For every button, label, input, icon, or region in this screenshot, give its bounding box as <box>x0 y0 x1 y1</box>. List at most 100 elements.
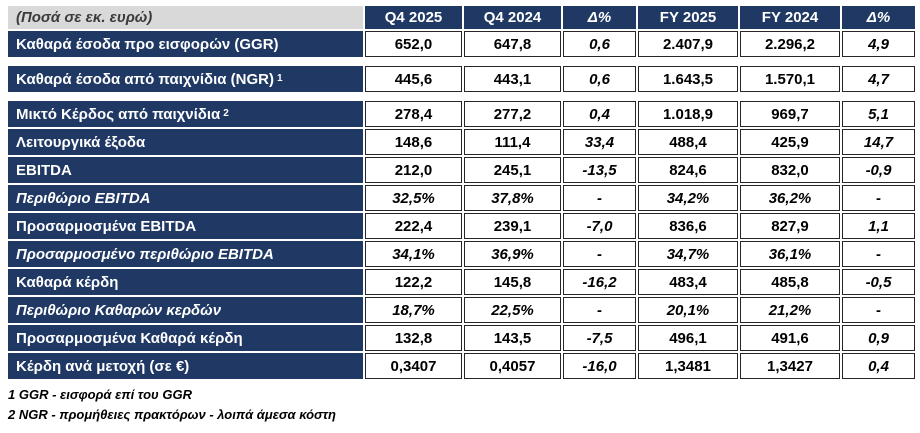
table-row: Καθαρά έσοδα προ εισφορών (GGR) 652,0 647,… <box>8 31 915 57</box>
row-label: Καθαρά κέρδη <box>8 269 363 295</box>
value-cell: 20,1% <box>638 297 738 323</box>
value-cell: 33,4 <box>563 129 636 155</box>
row-label: EBITDA <box>8 157 363 183</box>
value-cell: 2.407,9 <box>638 31 738 57</box>
value-cell: 277,2 <box>464 101 561 127</box>
value-cell: 1.570,1 <box>740 66 840 92</box>
table-row: Περιθώριο EBITDA 32,5% 37,8% -34,2% 36,2% - <box>8 185 915 211</box>
value-cell: 832,0 <box>740 157 840 183</box>
value-cell: - <box>842 241 915 267</box>
value-cell: 36,1% <box>740 241 840 267</box>
value-cell: 239,1 <box>464 213 561 239</box>
value-cell: 32,5% <box>365 185 462 211</box>
column-header-fy-2025: FY 2025 <box>638 6 738 29</box>
table-body: Καθαρά έσοδα προ εισφορών (GGR) 652,0 647,… <box>8 31 915 379</box>
value-cell: -16,0 <box>563 353 636 379</box>
value-cell: -0,5 <box>842 269 915 295</box>
value-cell: 969,7 <box>740 101 840 127</box>
value-cell: 0,4057 <box>464 353 561 379</box>
footnote-ggr: 1 GGR - εισφορά επί του GGR <box>8 387 192 402</box>
table-row: Μικτό Κέρδος από παιχνίδια 2 278,4 277,2 0,4… <box>8 101 915 127</box>
table-row: Περιθώριο Καθαρών κερδών 18,7% 22,5% - 20,1%… <box>8 297 915 323</box>
value-cell: 222,4 <box>365 213 462 239</box>
value-cell: 22,5% <box>464 297 561 323</box>
value-cell: 445,6 <box>365 66 462 92</box>
table-header-row: (Ποσά σε εκ. ευρώ) Q4 2025 Q4 2024 Δ% FY… <box>8 6 915 29</box>
value-cell: 1,1 <box>842 213 915 239</box>
value-cell: 36,9% <box>464 241 561 267</box>
value-cell: 836,6 <box>638 213 738 239</box>
value-cell: 36,2% <box>740 185 840 211</box>
row-label: Κέρδη ανά μετοχή (σε €) <box>8 353 363 379</box>
value-cell: 34,7% <box>638 241 738 267</box>
value-cell: -7,0 <box>563 213 636 239</box>
value-cell: 0,6 <box>563 31 636 57</box>
value-cell: 34,1% <box>365 241 462 267</box>
value-cell: 824,6 <box>638 157 738 183</box>
value-cell: 483,4 <box>638 269 738 295</box>
value-cell: -7,5 <box>563 325 636 351</box>
value-cell: 491,6 <box>740 325 840 351</box>
row-label: Μικτό Κέρδος από παιχνίδια 2 <box>8 101 363 127</box>
value-cell: 18,7% <box>365 297 462 323</box>
value-cell: -16,2 <box>563 269 636 295</box>
value-cell: 0,3407 <box>365 353 462 379</box>
value-cell: - <box>563 241 636 267</box>
value-cell: 0,9 <box>842 325 915 351</box>
value-cell: - <box>563 185 636 211</box>
footnote-ngr: 2 NGR - προμήθειες πρακτόρων - λοιπά άμε… <box>8 407 336 422</box>
value-cell: -0,9 <box>842 157 915 183</box>
value-cell: 827,9 <box>740 213 840 239</box>
value-cell: - <box>842 185 915 211</box>
value-cell: 652,0 <box>365 31 462 57</box>
column-header-delta-fy: Δ% <box>842 6 915 29</box>
row-label: Προσαρμοσμένα Καθαρά κέρδη <box>8 325 363 351</box>
column-header-delta-q4: Δ% <box>563 6 636 29</box>
value-cell: 488,4 <box>638 129 738 155</box>
value-cell: 485,8 <box>740 269 840 295</box>
column-header-q4-2025: Q4 2025 <box>365 6 462 29</box>
value-cell: 4,9 <box>842 31 915 57</box>
value-cell: 37,8% <box>464 185 561 211</box>
value-cell: 1,3481 <box>638 353 738 379</box>
value-cell: 1,3427 <box>740 353 840 379</box>
table-row: Λειτουργικά έξοδα 148,6 111,4 33,4 488,4 425,… <box>8 129 915 155</box>
value-cell: 143,5 <box>464 325 561 351</box>
value-cell: -13,5 <box>563 157 636 183</box>
value-cell: 443,1 <box>464 66 561 92</box>
value-cell: 1.643,5 <box>638 66 738 92</box>
table-row: Καθαρά έσοδα από παιχνίδια (NGR) 1 445,6 44… <box>8 66 915 92</box>
value-cell: 496,1 <box>638 325 738 351</box>
value-cell: 245,1 <box>464 157 561 183</box>
row-label: Λειτουργικά έξοδα <box>8 129 363 155</box>
footnotes: 1 GGR - εισφορά επί του GGR 2 NGR - προμ… <box>8 385 920 425</box>
row-label: Προσαρμοσμένο περιθώριο EBITDA <box>8 241 363 267</box>
value-cell: 4,7 <box>842 66 915 92</box>
row-label: Περιθώριο Καθαρών κερδών <box>8 297 363 323</box>
value-cell: 148,6 <box>365 129 462 155</box>
value-cell: 5,1 <box>842 101 915 127</box>
value-cell: 14,7 <box>842 129 915 155</box>
table-row: Προσαρμοσμένα EBITDA 222,4 239,1 -7,0 836,6 8… <box>8 213 915 239</box>
table-row: Προσαρμοσμένα Καθαρά κέρδη 132,8 143,5 -7,5… <box>8 325 915 351</box>
table-row: Προσαρμοσμένο περιθώριο EBITDA 34,1% 36,9%… <box>8 241 915 267</box>
unit-label: (Ποσά σε εκ. ευρώ) <box>8 6 363 29</box>
table-row: EBITDA 212,0 245,1 -13,5 824,6 832,0 -0,9 <box>8 157 915 183</box>
financial-results-table: (Ποσά σε εκ. ευρώ) Q4 2025 Q4 2024 Δ% FY… <box>8 6 915 379</box>
value-cell: 0,4 <box>842 353 915 379</box>
value-cell: 111,4 <box>464 129 561 155</box>
value-cell: 1.018,9 <box>638 101 738 127</box>
value-cell: - <box>842 297 915 323</box>
row-label: Καθαρά έσοδα από παιχνίδια (NGR) 1 <box>8 66 363 92</box>
value-cell: 278,4 <box>365 101 462 127</box>
value-cell: 122,2 <box>365 269 462 295</box>
row-label: Περιθώριο EBITDA <box>8 185 363 211</box>
column-header-fy-2024: FY 2024 <box>740 6 840 29</box>
value-cell: 2.296,2 <box>740 31 840 57</box>
value-cell: 647,8 <box>464 31 561 57</box>
table-row: Κέρδη ανά μετοχή (σε €) 0,3407 0,4057 -16,0… <box>8 353 915 379</box>
value-cell: 21,2% <box>740 297 840 323</box>
table-row: Καθαρά κέρδη 122,2 145,8 -16,2 483,4 485,8 -0,… <box>8 269 915 295</box>
value-cell: 212,0 <box>365 157 462 183</box>
